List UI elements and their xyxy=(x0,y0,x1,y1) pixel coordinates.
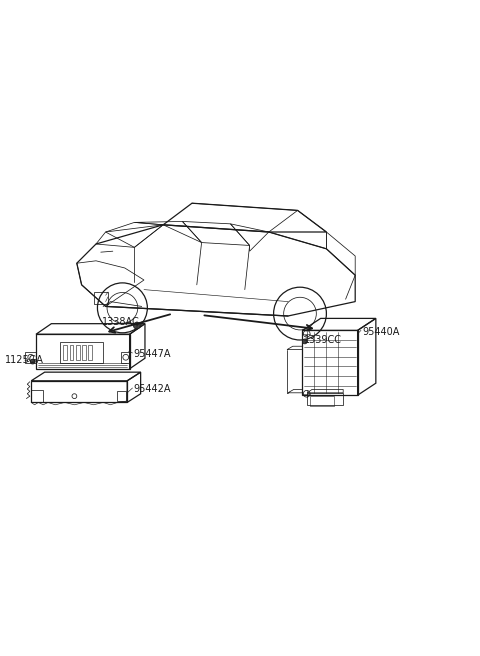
Text: 1125GA: 1125GA xyxy=(5,355,44,365)
Bar xyxy=(76,345,80,359)
Text: 95442A: 95442A xyxy=(133,384,171,394)
Bar xyxy=(117,392,126,401)
Text: 1339CC: 1339CC xyxy=(304,335,342,344)
Bar xyxy=(121,352,130,363)
Bar xyxy=(25,352,36,363)
Bar xyxy=(70,345,73,359)
Bar xyxy=(88,345,92,359)
Bar xyxy=(36,335,130,369)
Circle shape xyxy=(133,322,140,329)
Bar xyxy=(60,342,103,363)
Bar xyxy=(82,345,86,359)
Bar xyxy=(31,390,43,402)
Text: 95447A: 95447A xyxy=(133,350,171,359)
Bar xyxy=(94,292,108,304)
Bar xyxy=(302,331,358,395)
Text: 95440A: 95440A xyxy=(362,327,399,337)
Bar xyxy=(31,380,127,402)
Circle shape xyxy=(30,359,35,364)
Bar xyxy=(307,393,343,405)
Circle shape xyxy=(302,339,307,344)
Text: 1338AC: 1338AC xyxy=(102,318,140,327)
Bar xyxy=(310,396,334,406)
Bar xyxy=(63,345,67,359)
